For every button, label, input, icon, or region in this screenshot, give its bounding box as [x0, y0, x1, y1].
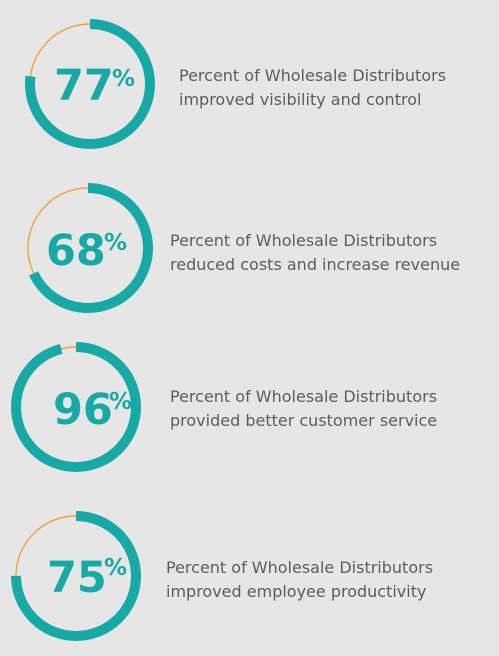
- donut-ring-2: [23, 183, 153, 313]
- stat-unit-3: %: [109, 389, 133, 415]
- stat-label-line2-3: provided better customer service: [170, 411, 438, 430]
- stat-unit-4: %: [104, 555, 128, 581]
- stat-description-4: Percent of Wholesale Distributors improv…: [166, 556, 433, 604]
- stat-label-line2-1: improved visibility and control: [179, 90, 422, 109]
- stat-value-3: 96: [53, 385, 113, 435]
- donut-ring-4: [11, 511, 141, 641]
- donut-ring-3: [11, 342, 141, 472]
- stat-unit-1: %: [112, 66, 136, 92]
- donut-value-arc-4: [11, 511, 141, 641]
- stat-item-3: 96 % Percent of Wholesale Distributors p…: [0, 339, 499, 479]
- stat-item-2: 68 % Percent of Wholesale Distributors r…: [0, 178, 499, 318]
- donut-value-arc-3: [11, 342, 141, 472]
- stat-unit-2: %: [104, 230, 128, 256]
- stat-description-3: Percent of Wholesale Distributors provid…: [170, 385, 437, 433]
- stat-item-1: 77 % Percent of Wholesale Distributors i…: [0, 14, 499, 154]
- stat-label-line2-4: improved employee productivity: [166, 582, 427, 601]
- stat-value-1: 77: [54, 61, 114, 111]
- donut-value-arc-1: [25, 19, 155, 149]
- stat-description-1: Percent of Wholesale Distributors improv…: [179, 64, 446, 112]
- donut-value-arc-2: [23, 183, 153, 313]
- stat-label-line1-2: Percent of Wholesale Distributors: [170, 231, 438, 250]
- stat-description-2: Percent of Wholesale Distributors reduce…: [170, 229, 460, 277]
- stat-value-4: 75: [47, 553, 107, 603]
- stat-value-2: 68: [46, 226, 106, 276]
- stat-label-line1-1: Percent of Wholesale Distributors: [179, 66, 447, 85]
- stat-label-line1-3: Percent of Wholesale Distributors: [170, 387, 438, 406]
- stat-item-4: 75 % Percent of Wholesale Distributors i…: [0, 506, 499, 646]
- stat-label-line1-4: Percent of Wholesale Distributors: [166, 558, 434, 577]
- donut-ring-1: [25, 19, 155, 149]
- stat-label-line2-2: reduced costs and increase revenue: [170, 255, 461, 274]
